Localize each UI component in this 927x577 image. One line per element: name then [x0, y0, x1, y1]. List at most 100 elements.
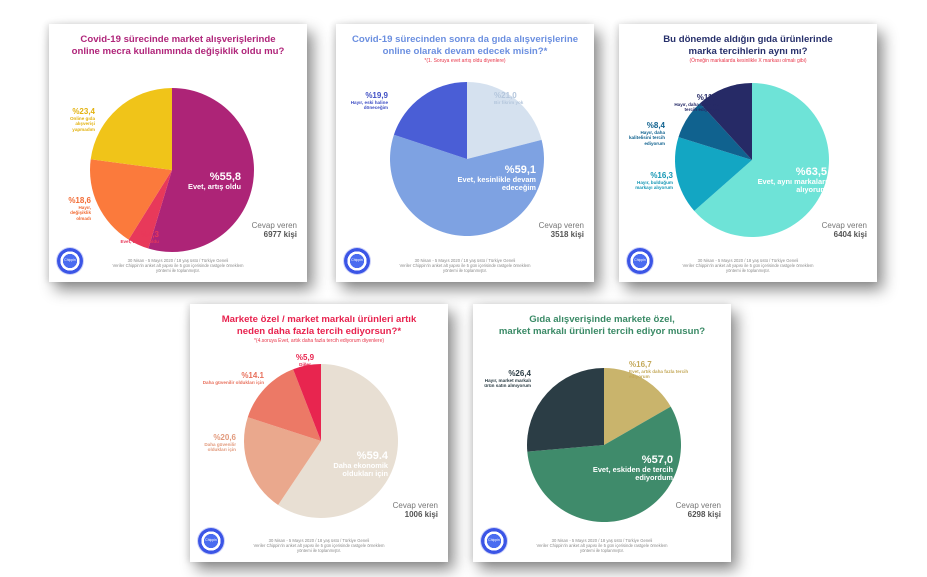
slice-percent: %16,7 [629, 360, 652, 369]
pie-slice [293, 364, 321, 441]
pie-slice [393, 82, 467, 159]
slice-label: %16,3 Hayır, bulduğum markayı alıyorum [623, 171, 673, 191]
footer-line: Veriler Chippin'in anket alt yapısı ile … [112, 263, 244, 269]
pie-slice [90, 159, 172, 240]
chart-card-continue-online: Covid-19 sürecinden sonra da gıda alışve… [336, 24, 594, 282]
footer-line: 30 Nisan - 5 Mayıs 2020 / 18 yaş üstü / … [127, 258, 229, 263]
chart-title: Covid-19 sürecinde market alışverişlerin… [55, 34, 301, 57]
slice-label: %16,7 Evet, artık daha fazla tercih ediy… [629, 360, 689, 380]
chart-title-line2: marka tercihlerin aynı mı? [688, 45, 808, 57]
footer-note: 30 Nisan - 5 Mayıs 2020 / 18 yaş üstü / … [659, 258, 837, 274]
slice-text: Daha güvenilir oldukları için [204, 442, 236, 453]
pie-slice [128, 170, 172, 249]
slice-label: %26,4 Hayır, market markalı ürün satın a… [481, 369, 531, 389]
slice-percent: %5,9 [295, 353, 315, 362]
footer-line: yöntemi ile toplanmıştır. [156, 268, 200, 274]
slice-percent: %16,3 [650, 171, 673, 180]
slice-label: %57,0 Evet, eskiden de tercih ediyordum [583, 454, 673, 482]
slice-label: %23,4 Online gıda alışverişi yapmadım [53, 107, 95, 132]
respondent-value: 1006 kişi [404, 510, 438, 519]
pie-chart [90, 88, 255, 252]
chart-title: Bu dönemde aldığın gıda ürünlerinde mark… [625, 34, 871, 57]
respondent-value: 6404 kişi [833, 230, 867, 239]
slice-label: %59,1 Evet, kesinlikle devam edeceğim [448, 164, 536, 192]
footer-line: yöntemi ile toplanmıştır. [726, 268, 770, 274]
pie-slice [244, 417, 321, 505]
slice-text: Evet, azalma oldu [120, 239, 159, 244]
slice-label: %20,6 Daha güvenilir oldukları için [196, 433, 236, 453]
footer-line: yöntemi ile toplanmıştır. [297, 548, 341, 554]
slice-label: %59.4 Daha ekonomik oldukları için [302, 450, 388, 478]
slice-text: Evet, artış oldu [188, 182, 241, 191]
slice-label: %63,5 Evet, aynı markaları alıyorum [737, 166, 827, 194]
pie-slice [604, 368, 671, 445]
slice-percent: %8,4 [646, 121, 665, 130]
chart-subtitle: *(1. Soruya evet artış oldu diyenlere) [424, 58, 506, 64]
footer-line: 30 Nisan - 5 Mayıs 2020 / 18 yaş üstü / … [414, 258, 516, 263]
slice-percent: %14.1 [241, 371, 264, 380]
chart-title-line2: neden daha fazla tercih ediyorsun?* [236, 325, 402, 337]
slice-percent: %57,0 [641, 454, 673, 466]
footer-note: 30 Nisan - 5 Mayıs 2020 / 18 yaş üstü / … [230, 538, 408, 554]
logo-text: Chippin [205, 538, 217, 542]
slice-label: %4,3 Evet, azalma oldu [99, 230, 159, 244]
footer-line: Veriler Chippin'in anket alt yapısı ile … [399, 263, 531, 269]
chart-title-line1: Gıda alışverişinde markete özel, [529, 314, 675, 325]
chippin-logo: Chippin [344, 248, 370, 274]
pie-slice [527, 406, 681, 522]
footer-note: 30 Nisan - 5 Mayıs 2020 / 18 yaş üstü / … [513, 538, 691, 554]
slice-text: Evet, artık daha fazla tercih ediyorum [629, 369, 689, 380]
slice-percent: %21,0 [494, 91, 517, 100]
slice-text: Diğer [299, 362, 311, 367]
respondent-value: 6298 kişi [687, 510, 721, 519]
footer-line: 30 Nisan - 5 Mayıs 2020 / 18 yaş üstü / … [551, 538, 653, 543]
respondent-label: Cevap veren [675, 501, 721, 510]
footer-line: yöntemi ile toplanmıştır. [443, 268, 487, 274]
footer-line: yöntemi ile toplanmıştır. [580, 548, 624, 554]
footer-note: 30 Nisan - 5 Mayıs 2020 / 18 yaş üstü / … [89, 258, 267, 274]
chart-title-line2: market markalı ürünleri tercih ediyor mu… [498, 325, 706, 337]
slice-text: Hayır, daha ucuzunu tercih ediyorum [674, 102, 719, 113]
slice-percent: %20,6 [213, 433, 236, 442]
slice-label: %14.1 Daha güvenilir oldukları için [192, 371, 264, 385]
pie-chart [527, 368, 681, 522]
chart-subtitle: (Örneğin markalarda kesinlikle X markası… [689, 58, 807, 64]
respondent-count: Cevap veren 6977 kişi [252, 221, 297, 239]
respondent-count: Cevap veren 1006 kişi [393, 501, 438, 519]
pie-slice [278, 364, 398, 518]
pie-slice [148, 88, 255, 252]
slice-percent: %59.4 [356, 450, 388, 462]
slice-text: Hayır, market markalı ürün satın almıyor… [484, 378, 531, 389]
pie-slice [694, 83, 829, 237]
chippin-logo: Chippin [627, 248, 653, 274]
pie-slice [699, 83, 752, 160]
pie-chart [389, 82, 544, 236]
pie-slice [467, 82, 542, 159]
respondent-label: Cevap veren [538, 221, 584, 230]
pie-slice [90, 88, 172, 170]
slice-percent: %63,5 [795, 166, 827, 178]
logo-text: Chippin [351, 258, 363, 262]
chart-card-online-usage-change: Covid-19 sürecinde market alışverişlerin… [49, 24, 307, 282]
footer-line: Veriler Chippin'in anket alt yapısı ile … [253, 543, 385, 549]
pie-slice [678, 103, 752, 160]
chart-title-line1: Markete özel / market markalı ürünleri a… [221, 314, 417, 325]
slice-text: Bir fikrim yok [494, 100, 524, 105]
pie-slice [389, 134, 544, 236]
footer-line: Veriler Chippin'in anket alt yapısı ile … [536, 543, 668, 549]
chart-title-line1: Covid-19 sürecinde market alışverişlerin… [80, 34, 276, 45]
pie-chart [675, 83, 829, 237]
footer-note: 30 Nisan - 5 Mayıs 2020 / 18 yaş üstü / … [376, 258, 554, 274]
slice-percent: %55,8 [209, 171, 241, 183]
slice-percent: %11,8 [696, 93, 719, 102]
pie-slice [527, 368, 604, 452]
chippin-logo: Chippin [57, 248, 83, 274]
slice-percent: %26,4 [508, 369, 531, 378]
slice-percent: %4,3 [140, 230, 159, 239]
slice-label: %5,9 Diğer [290, 353, 320, 367]
slice-text: Evet, eskiden de tercih ediyordum [592, 465, 673, 482]
pie-slice [247, 369, 321, 441]
slice-label: %11,8 Hayır, daha ucuzunu tercih ediyoru… [663, 93, 719, 113]
chart-title: Markete özel / market markalı ürünleri a… [196, 314, 442, 337]
respondent-value: 6977 kişi [263, 230, 297, 239]
